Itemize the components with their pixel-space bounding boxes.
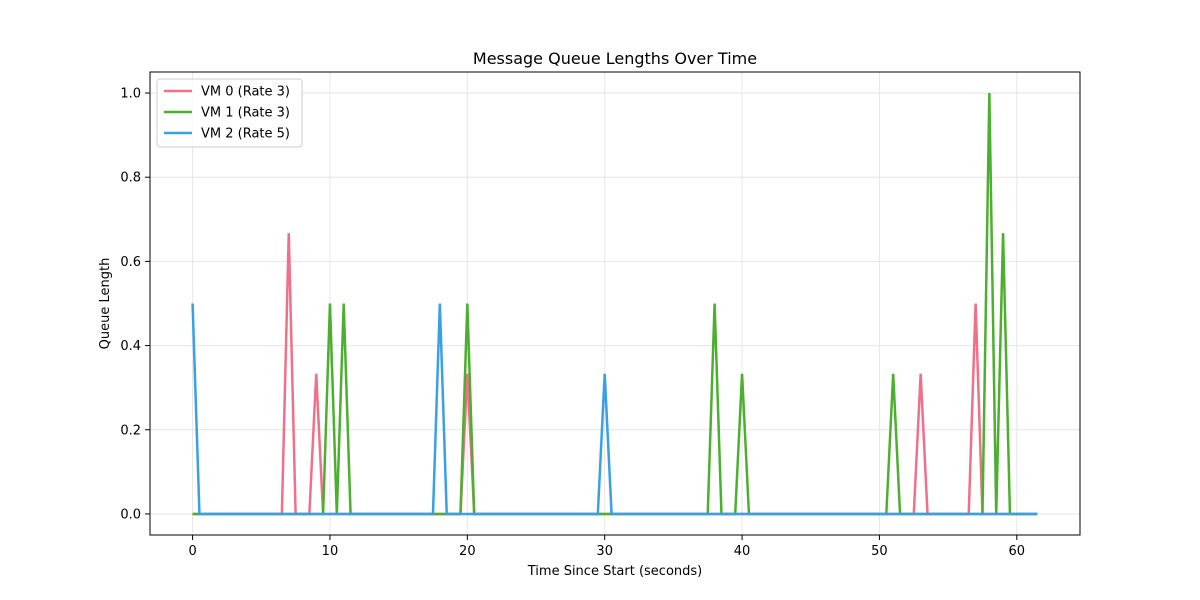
y-tick-label: 0.4 bbox=[120, 339, 141, 354]
legend: VM 0 (Rate 3) VM 1 (Rate 3) VM 2 (Rate 5) bbox=[156, 78, 303, 148]
series-lines bbox=[191, 93, 1038, 516]
y-tick-label: 0.2 bbox=[120, 423, 141, 438]
legend-label-vm-2: VM 2 (Rate 5) bbox=[201, 127, 290, 142]
x-axis-ticks: 0 10 20 30 40 50 60 bbox=[188, 535, 1025, 559]
chart-title: Message Queue Lengths Over Time bbox=[473, 49, 757, 68]
y-axis-ticks: 0.0 0.2 0.4 0.6 0.8 1.0 bbox=[120, 87, 150, 522]
x-tick-label: 60 bbox=[1009, 544, 1026, 559]
x-axis-label: Time Since Start (seconds) bbox=[527, 564, 703, 579]
legend-label-vm-0: VM 0 (Rate 3) bbox=[201, 85, 290, 100]
y-axis-label: Queue Length bbox=[98, 258, 113, 350]
x-tick-label: 50 bbox=[871, 544, 888, 559]
x-tick-label: 20 bbox=[459, 544, 476, 559]
plot-frame bbox=[149, 71, 1081, 536]
y-tick-label: 0.6 bbox=[120, 255, 141, 270]
x-tick-label: 40 bbox=[734, 544, 751, 559]
legend-box bbox=[156, 78, 303, 148]
y-tick-label: 1.0 bbox=[120, 87, 141, 102]
x-tick-label: 0 bbox=[188, 544, 196, 559]
y-tick-label: 0.0 bbox=[120, 507, 141, 522]
series-line-vm-2 bbox=[191, 303, 1038, 516]
y-tick-label: 0.8 bbox=[120, 171, 141, 186]
x-tick-label: 30 bbox=[596, 544, 613, 559]
x-tick-label: 10 bbox=[322, 544, 339, 559]
legend-label-vm-1: VM 1 (Rate 3) bbox=[201, 106, 290, 121]
series-line-vm-0 bbox=[192, 233, 1038, 516]
